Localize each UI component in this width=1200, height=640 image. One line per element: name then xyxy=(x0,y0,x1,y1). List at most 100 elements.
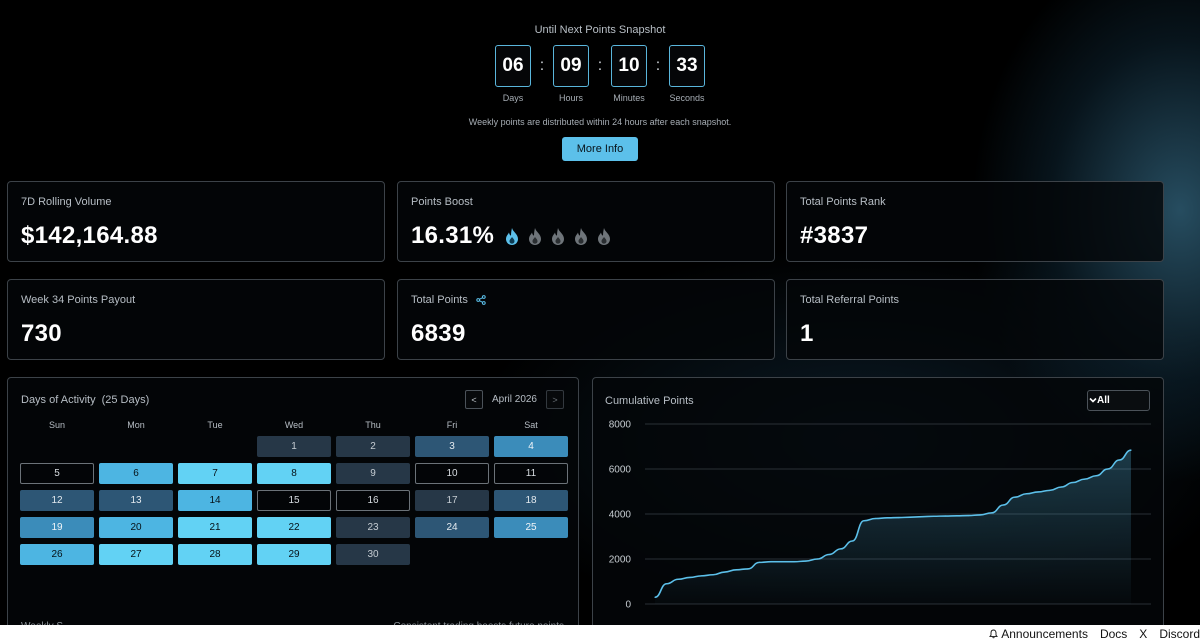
rolling-volume-card: 7D Rolling Volume $142,164.88 xyxy=(7,181,385,262)
data-point xyxy=(782,561,784,563)
calendar-day[interactable]: 7 xyxy=(178,463,252,484)
footer-links: Announcements Docs X Discord xyxy=(989,627,1200,640)
data-point xyxy=(828,553,830,556)
countdown-separator: : xyxy=(539,57,545,74)
calendar-day[interactable]: 28 xyxy=(178,544,252,565)
calendar-day[interactable]: 19 xyxy=(20,517,94,538)
countdown-days-label: Days xyxy=(502,93,524,103)
calendar-day[interactable]: 11 xyxy=(494,463,568,484)
flame-icon xyxy=(529,227,542,245)
data-point xyxy=(909,516,912,518)
countdown-hours-label: Hours xyxy=(558,93,583,103)
data-point xyxy=(898,517,900,519)
calendar-day[interactable]: 6 xyxy=(99,463,173,484)
calendar-day[interactable]: 4 xyxy=(494,436,568,457)
data-point xyxy=(1072,481,1074,484)
calendar-day[interactable]: 22 xyxy=(257,517,331,538)
calendar-day[interactable]: 10 xyxy=(415,463,489,484)
weekday-label: Sun xyxy=(48,420,65,430)
calendar-day[interactable]: 8 xyxy=(257,463,331,484)
data-point xyxy=(1060,486,1062,488)
countdown-minutes-label: Minutes xyxy=(613,93,645,103)
footer-link-x[interactable]: X xyxy=(1139,627,1148,640)
week-payout-card: Week 34 Points Payout 730 xyxy=(7,279,385,360)
data-point xyxy=(712,574,714,576)
cumulative-points-line xyxy=(654,449,1132,599)
flame-icon xyxy=(552,227,565,245)
calendar-day[interactable]: 30 xyxy=(336,544,410,565)
footer-link-discord[interactable]: Discord xyxy=(1159,627,1200,640)
total-points-rank-value: #3837 xyxy=(800,222,869,249)
data-point xyxy=(700,575,703,577)
points-boost-row: 16.31% xyxy=(411,222,612,250)
more-info-button[interactable]: More Info xyxy=(562,137,638,161)
calendar-day[interactable]: 21 xyxy=(178,517,252,538)
data-point xyxy=(735,569,737,571)
week-payout-label: Week 34 Points Payout xyxy=(21,294,136,306)
weekday-label: Thu xyxy=(365,420,381,430)
calendar-day[interactable]: 29 xyxy=(257,544,331,565)
week-payout-value: 730 xyxy=(21,320,62,347)
footer-link-announcements[interactable]: Announcements xyxy=(989,627,1088,640)
calendar-day[interactable]: 18 xyxy=(494,490,568,511)
calendar-day[interactable]: 9 xyxy=(336,463,410,484)
calendar-day[interactable]: 5 xyxy=(20,463,94,484)
countdown-timer: 06 Days : 09 Hours : 10 Minutes : 33 Sec… xyxy=(0,45,1200,103)
activity-calendar: Days of Activity (25 Days) < April 2026 >… xyxy=(7,377,579,640)
countdown-separator: : xyxy=(597,57,603,74)
referral-points-label: Total Referral Points xyxy=(800,294,900,306)
calendar-empty-cell xyxy=(178,436,252,457)
calendar-day[interactable]: 12 xyxy=(20,490,94,511)
calendar-day[interactable]: 3 xyxy=(415,436,489,457)
footer-link-label: Announcements xyxy=(1001,627,1088,640)
countdown-days: 06 Days xyxy=(493,45,533,103)
cumulative-points-chart: 8000 6000 4000 2000 0 Cumulative Points All xyxy=(592,377,1164,640)
data-point xyxy=(677,578,679,580)
calendar-day[interactable]: 20 xyxy=(99,517,173,538)
data-point xyxy=(840,548,842,550)
countdown-hours: 09 Hours xyxy=(551,45,591,103)
next-month-button[interactable]: > xyxy=(546,390,564,409)
countdown-hours-value: 09 xyxy=(553,45,589,87)
data-point xyxy=(1107,468,1109,470)
calendar-day[interactable]: 25 xyxy=(494,517,568,538)
calendar-empty-cell xyxy=(99,436,173,457)
share-icon[interactable] xyxy=(476,295,486,305)
total-points-rank-card: Total Points Rank #3837 xyxy=(786,181,1164,262)
footer-link-docs[interactable]: Docs xyxy=(1099,627,1128,640)
footer-bar: Announcements Docs X Discord xyxy=(0,625,1200,640)
weekday-label: Mon xyxy=(127,420,145,430)
weekday-label: Tue xyxy=(207,420,223,430)
calendar-day[interactable]: 26 xyxy=(20,544,94,565)
total-points-label: Total Points xyxy=(411,294,468,306)
data-point xyxy=(724,571,726,573)
flame-icon xyxy=(598,227,611,245)
calendar-day[interactable]: 16 xyxy=(336,490,410,511)
data-point xyxy=(1095,475,1097,477)
data-point xyxy=(770,561,772,563)
calendar-day[interactable]: 1 xyxy=(257,436,331,457)
data-point xyxy=(689,576,691,579)
range-select[interactable]: All xyxy=(1087,390,1150,411)
data-point xyxy=(944,515,946,517)
calendar-day[interactable]: 17 xyxy=(415,490,489,511)
calendar-day[interactable]: 15 xyxy=(257,490,331,511)
calendar-day[interactable]: 27 xyxy=(99,544,173,565)
total-points-rank-label: Total Points Rank xyxy=(800,196,886,208)
calendar-day[interactable]: 23 xyxy=(336,517,410,538)
flame-icon xyxy=(506,227,519,245)
data-point xyxy=(793,561,795,563)
calendar-day[interactable]: 24 xyxy=(415,517,489,538)
calendar-day[interactable]: 14 xyxy=(178,490,252,511)
prev-month-button[interactable]: < xyxy=(464,390,483,409)
calendar-day[interactable]: 2 xyxy=(336,436,410,457)
points-boost-card: Points Boost 16.31% xyxy=(397,181,775,262)
referral-points-value: 1 xyxy=(800,320,814,347)
countdown-minutes-value: 10 xyxy=(611,45,647,87)
data-point xyxy=(991,512,993,514)
cumulative-area xyxy=(655,450,1131,604)
calendar-day-grid: 1 2 3 4 5 6 7 8 9 10 11 12 13 14 15 16 17 18 19 20 21 22 23 24 2… xyxy=(20,436,568,565)
calendar-day[interactable]: 13 xyxy=(99,490,173,511)
calendar-title: Days of Activity xyxy=(21,394,96,406)
referral-points-card: Total Referral Points 1 xyxy=(786,279,1164,360)
